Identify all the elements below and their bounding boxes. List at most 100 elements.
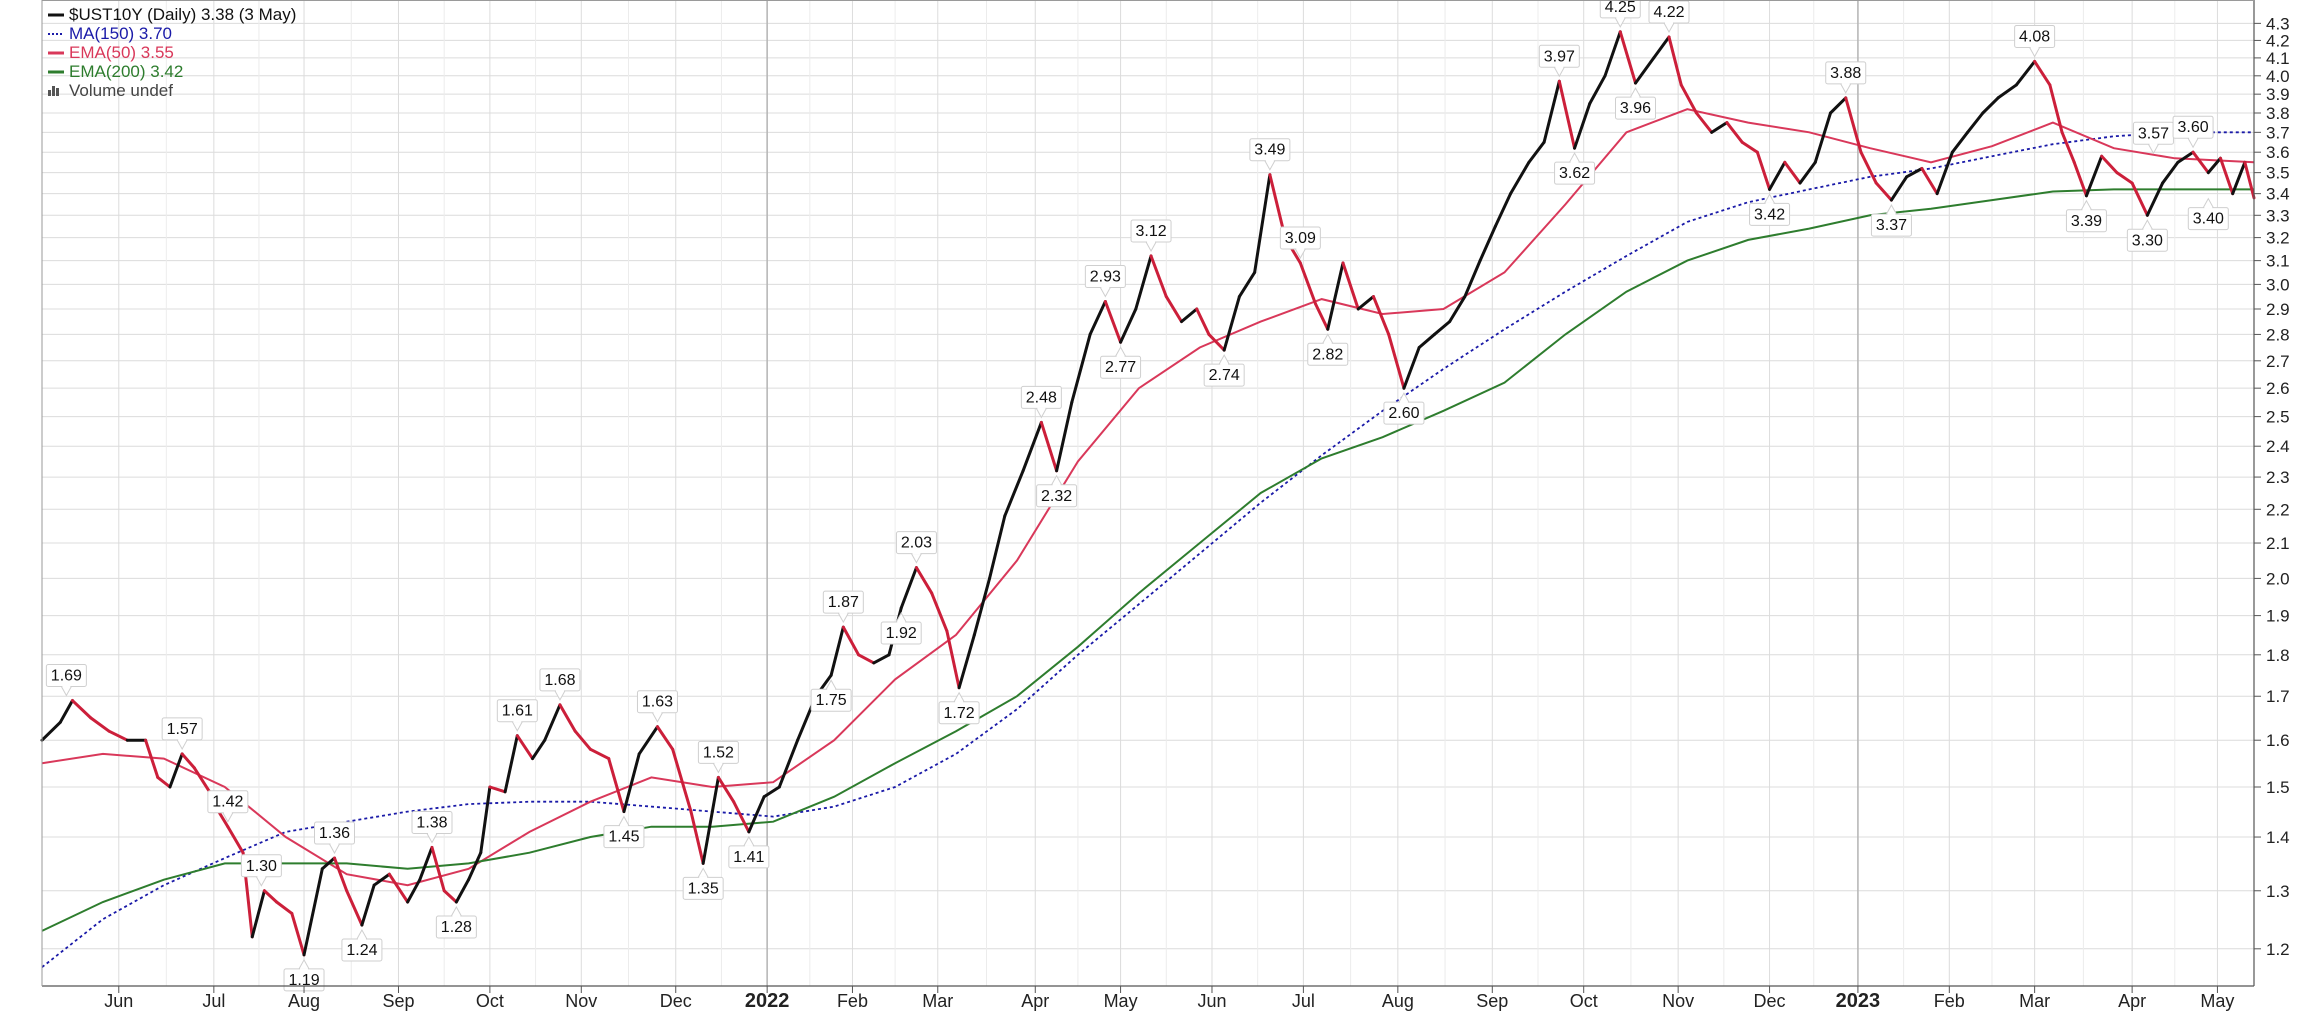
price-segment: [1905, 166, 1924, 179]
annotation-label: 1.92: [886, 625, 917, 642]
price-segment: [2048, 83, 2064, 134]
price-segment: [1755, 150, 1772, 191]
price-segment: [899, 566, 918, 610]
price-segment: [1417, 332, 1436, 349]
axes: 1.2 1.3 1.4 1.5 1.6 1.7 1.8 1.9 2.0 2.1 2.2 2.3 2.4 2…: [41, 0, 2290, 1012]
annotation-callout: 1.61: [496, 699, 538, 732]
legend-item: Volume undef: [48, 81, 173, 100]
annotation-label: 1.75: [816, 692, 847, 709]
annotation-callout: 3.60: [2172, 115, 2214, 149]
price-segment: [372, 872, 391, 887]
price-segment: [1740, 140, 1759, 154]
price-segment: [2115, 171, 2134, 185]
price-segment: [1149, 254, 1168, 299]
annotation-callout: 2.32: [1036, 474, 1078, 508]
annotation-callout: 3.40: [2187, 197, 2229, 231]
annotation-label: 1.28: [441, 919, 472, 936]
y-tick-label: 3.7: [2266, 123, 2290, 142]
annotation-callout: 2.93: [1084, 265, 1126, 298]
annotation-label: 2.82: [1312, 346, 1343, 363]
annotation-callout: 1.87: [822, 590, 864, 624]
price-segment: [1588, 74, 1607, 106]
annotation-callout: 1.68: [539, 668, 581, 701]
price-segment: [1119, 307, 1138, 344]
annotation-callout: 1.19: [283, 958, 325, 992]
annotation-callout: 3.57: [2132, 121, 2174, 155]
price-segment: [1710, 121, 1729, 134]
y-tick-label: 1.6: [2266, 731, 2290, 750]
annotation-callout: 2.82: [1307, 333, 1349, 366]
annotation-label: 1.30: [246, 858, 277, 875]
price-segment: [58, 699, 74, 724]
x-tick-label: Jun: [104, 991, 133, 1011]
price-segment: [1326, 261, 1345, 331]
price-segment: [275, 900, 294, 915]
y-tick-label: 2.5: [2266, 408, 2290, 427]
annotation-callout: 1.57: [161, 717, 203, 750]
price-segment: [1164, 295, 1184, 324]
x-tick-label: 2023: [1836, 990, 1881, 1011]
annotation-label: 1.36: [319, 825, 350, 842]
annotation-callout: 1.42: [207, 790, 249, 823]
annotation-label: 1.45: [608, 829, 639, 846]
annotation-callout: 3.37: [1870, 204, 1912, 237]
price-segment: [1667, 35, 1683, 87]
price-segment: [454, 878, 471, 904]
price-segment: [302, 867, 324, 957]
x-tick-label: Nov: [565, 991, 597, 1011]
annotation-label: 1.35: [688, 880, 719, 897]
price-segment: [945, 629, 961, 690]
ema50-line: [41, 108, 2255, 887]
price-segment: [418, 845, 434, 882]
price-segment: [1180, 307, 1199, 324]
price-segment: [1134, 254, 1153, 311]
y-tick-label: 3.3: [2266, 206, 2290, 225]
price-segment: [689, 810, 705, 865]
annotation-callout: 1.75: [810, 679, 852, 712]
bar-chart-icon: [48, 86, 59, 96]
y-tick-label: 2.2: [2266, 500, 2290, 519]
annotation-callout: 1.72: [938, 691, 980, 725]
price-segment: [732, 800, 751, 834]
price-segment: [192, 766, 212, 794]
y-tick-label: 3.5: [2266, 164, 2290, 183]
annotation-callout: 1.45: [603, 815, 645, 849]
annotation-label: 3.49: [1254, 142, 1285, 159]
price-segment: [1088, 300, 1107, 336]
price-segment: [1509, 160, 1531, 196]
annotation-label: 1.24: [346, 942, 377, 959]
legend-item: EMA(200) 3.42: [48, 62, 183, 81]
legend: $UST10Y (Daily) 3.38 (3 May)MA(150) 3.70…: [48, 5, 296, 100]
annotation-label: 4.08: [2019, 28, 2050, 45]
price-segment: [2130, 181, 2149, 217]
price-segment: [841, 625, 861, 657]
y-tick-label: 1.4: [2266, 828, 2290, 847]
legend-label: $UST10Y (Daily) 3.38 (3 May): [69, 5, 296, 24]
price-segment: [2243, 160, 2256, 200]
price-segment: [1981, 96, 2000, 115]
price-segment: [1195, 307, 1211, 336]
x-tick-label: Dec: [660, 991, 692, 1011]
price-segment: [70, 699, 93, 720]
x-tick-label: Feb: [837, 991, 868, 1011]
legend-item: EMA(50) 3.55: [48, 43, 174, 62]
x-tick-label: Sep: [1476, 991, 1508, 1011]
y-tick-label: 3.4: [2266, 185, 2290, 204]
price-segment: [972, 576, 992, 637]
price-segment: [217, 810, 230, 829]
price-segment: [531, 738, 547, 761]
legend-item: MA(150) 3.70: [48, 24, 172, 43]
price-segment: [2033, 59, 2052, 87]
price-segment: [829, 625, 845, 677]
annotation-label: 1.19: [288, 972, 319, 989]
price-segment: [1966, 111, 1985, 134]
price-segment: [747, 795, 766, 834]
legend-label: MA(150) 3.70: [69, 24, 172, 43]
price-segment: [1768, 160, 1787, 191]
legend-label: EMA(50) 3.55: [69, 43, 174, 62]
x-tick-label: Oct: [476, 991, 504, 1011]
annotation-callout: 2.74: [1203, 354, 1245, 387]
x-tick-label: Feb: [1934, 991, 1965, 1011]
annotation-label: 1.52: [703, 744, 734, 761]
